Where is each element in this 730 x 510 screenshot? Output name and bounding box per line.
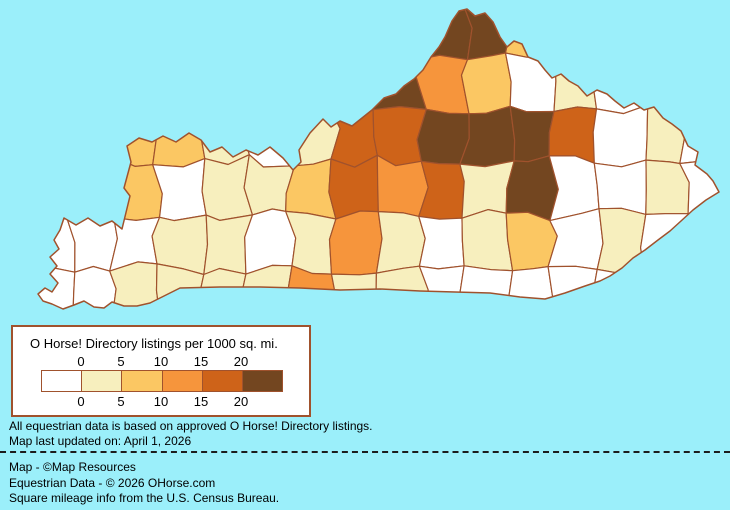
tick-label: 0 [77,354,85,369]
legend-swatch-3 [162,371,203,391]
tick-label: 10 [153,354,169,369]
state-outline [37,8,720,310]
county-shape [547,9,604,59]
county-shape [199,49,245,113]
legend-swatch-2 [122,371,163,391]
county-shape [108,9,160,58]
county-shape [38,161,76,220]
county-shape [38,262,76,309]
legend-ticks-top: 0 5 10 15 20 [13,354,309,369]
county-shape [461,209,514,272]
county-shape [38,207,76,273]
county-shape [285,50,333,115]
county-shape [66,155,115,220]
county-shape [593,159,647,215]
legend-swatch-0 [42,371,83,391]
credit-data: Equestrian Data - © 2026 OHorse.com [9,475,216,490]
county-shape [155,263,205,309]
tick-label: 5 [117,354,125,369]
legend-title: O Horse! Directory listings per 1000 sq.… [30,336,278,351]
county-shape [638,50,692,114]
county-shape [504,9,556,59]
county-shape [197,267,247,309]
tick-label: 20 [233,394,249,409]
county-shape [109,261,161,309]
tick-label: 15 [193,354,209,369]
county-shape [239,9,294,60]
tick-label: 10 [153,394,169,409]
county-shape [285,158,337,220]
tick-label: 0 [77,394,85,409]
divider-dashed-line [0,451,730,453]
county-shape [70,100,118,163]
county-shape [242,264,293,309]
county-shape [285,265,337,309]
county-shape [283,9,333,55]
county-shape [504,52,557,113]
county-shape [679,9,719,59]
county-shape [154,49,209,113]
county-shape [376,154,429,217]
county-shape [110,101,159,167]
county-shape [684,265,719,309]
tick-label: 15 [193,394,209,409]
kentucky-county-map [37,8,720,310]
legend-swatch-4 [202,371,243,391]
county-shape [685,212,719,275]
county-shape [596,207,647,274]
county-shape [505,155,559,222]
county-shape [152,158,207,222]
county-shape [328,210,383,276]
county-shape [635,267,691,309]
county-shape [108,55,159,109]
county-shape [548,106,598,164]
county-shape [64,9,118,60]
county-shape [66,207,118,273]
county-shape [640,213,689,275]
county-shape [38,9,70,60]
county-cells [38,9,719,309]
credits: Map - ©Map Resources Equestrian Data - ©… [9,460,279,507]
tick-label: 20 [233,354,249,369]
county-shape [591,268,645,309]
credit-map: Map - ©Map Resources [9,460,136,474]
county-shape [197,9,249,59]
county-shape [329,9,378,59]
legend-swatch-1 [82,371,123,391]
county-shape [72,265,117,309]
county-shape [199,103,250,166]
county-shape [592,104,649,168]
county-shape [418,215,465,270]
county-shape [598,9,646,61]
legend-box: O Horse! Directory listings per 1000 sq.… [11,325,311,417]
county-shape [375,265,429,309]
county-shape [416,108,470,165]
county-shape [375,211,426,274]
county-shape [679,107,719,165]
legend-swatch-5 [242,371,283,391]
county-shape [509,105,555,163]
county-shape [38,102,76,165]
county-shape [64,49,117,112]
county-shape [371,9,427,60]
county-shape [686,50,719,114]
credit-census: Square mileage info from the U.S. Census… [9,491,280,505]
county-shape [641,9,691,61]
data-notes: All equestrian data is based on approved… [9,419,373,449]
county-shape [155,9,209,60]
county-shape [328,51,377,111]
county-shape [241,53,289,115]
county-shape [330,272,379,309]
county-shape [38,46,72,112]
county-shape [460,52,512,115]
note-line-1: All equestrian data is based on approved… [9,419,373,433]
note-line-2: Map last updated on: April 1, 2026 [9,434,192,448]
legend-ticks-bottom: 0 5 10 15 20 [13,394,309,409]
tick-label: 5 [117,394,125,409]
county-shape [419,9,473,61]
county-shape [547,265,598,309]
legend-color-bar [41,370,283,392]
